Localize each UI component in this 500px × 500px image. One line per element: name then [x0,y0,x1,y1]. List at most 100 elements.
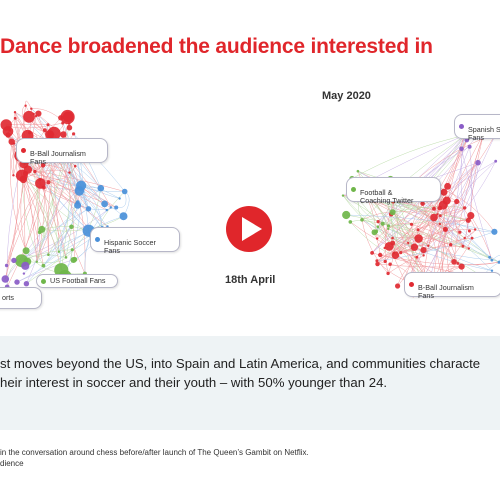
right-node [427,244,430,247]
label-us-football-fans: US Football Fans [36,274,118,288]
footnote-2: dience [0,459,24,468]
right-node [467,247,470,250]
right-node [494,159,498,163]
left-node [70,248,74,252]
green-dot-icon [41,278,46,284]
right-edge [361,135,465,220]
left-node [118,197,121,200]
left-edge [14,112,38,262]
right-edge [384,199,396,274]
right-edge [464,162,479,208]
right-node [444,182,451,190]
left-edge [40,183,89,210]
right-edge [437,214,459,264]
right-node [451,259,457,265]
right-edge [411,224,469,249]
right-node [376,237,379,240]
left-edge [23,163,107,211]
right-edge [417,208,435,230]
right-node [341,194,345,197]
label-bball-journalism-fans-right: B-Ball Journalism Fans [404,272,500,300]
left-edge [5,185,82,280]
left-node [33,169,37,174]
left-node [41,263,46,268]
left-node [22,247,30,255]
left-node [24,104,27,107]
right-node [456,262,460,265]
left-node [38,225,46,233]
date-label-middle: 18th April [225,274,276,286]
right-node [378,252,383,258]
left-node [105,208,109,212]
right-node [386,271,390,276]
right-node [420,201,425,206]
right-node [458,263,465,270]
left-node [23,281,30,287]
right-node [454,198,460,205]
left-edge [25,100,32,109]
right-edge [392,206,465,213]
left-node [60,109,75,125]
right-edge [388,218,412,226]
left-edge [7,135,44,266]
right-edge [428,133,484,246]
left-node [13,116,17,120]
left-node [60,131,67,138]
left-node [42,128,47,133]
left-edge [36,165,44,233]
right-node [440,188,448,196]
right-node [467,212,475,220]
right-node [490,269,494,272]
right-node [376,220,380,224]
left-node [14,279,20,285]
right-edge [393,215,471,254]
left-edge [35,115,78,206]
right-node [474,228,477,231]
left-node [30,107,33,110]
right-node [449,243,453,247]
left-node [23,165,33,174]
left-node [61,121,65,125]
right-edge [392,236,451,245]
left-node [72,257,78,262]
right-node [438,214,442,217]
right-node [420,247,427,254]
right-edge [397,255,424,287]
right-node [375,259,379,263]
purple-dot-icon [459,124,464,129]
right-node [399,251,403,255]
right-node [438,222,442,226]
left-edge [26,215,124,284]
left-node [97,184,105,192]
right-edge [350,221,417,258]
right-node [442,196,451,205]
right-edge [388,228,486,279]
right-node [360,218,364,222]
right-node [371,229,378,236]
right-node [383,259,387,264]
left-edge [27,169,125,192]
label-text: US Football Fans [50,276,106,285]
right-node [475,159,481,166]
left-node [72,132,76,136]
right-edge [395,199,435,212]
left-edge [43,188,78,266]
summary-line-2: heir interest in soccer and their youth … [0,375,388,390]
right-node [488,255,491,259]
date-label-right: May 2020 [322,90,371,102]
right-edge [433,136,465,274]
right-node [410,243,419,251]
play-icon[interactable] [242,217,262,241]
left-node [40,163,46,168]
left-node [101,200,108,208]
right-node [422,254,425,257]
left-node [85,206,92,212]
right-node [375,261,380,267]
left-edge [6,182,49,287]
left-edge [21,188,101,261]
left-node [74,201,82,209]
right-node [370,251,374,255]
label-text: B-Ball Journalism Fans [418,282,474,300]
right-node [416,228,420,232]
left-node [75,187,79,190]
